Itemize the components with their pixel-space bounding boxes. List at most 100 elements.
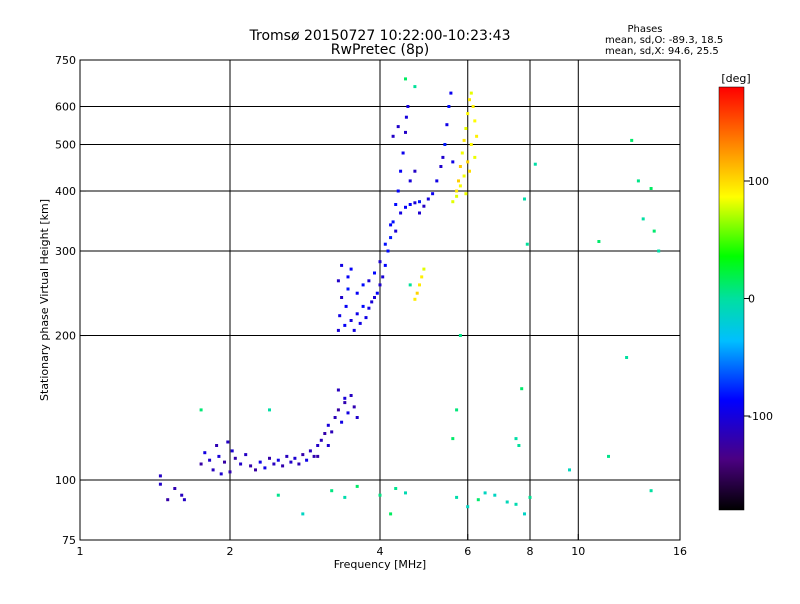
data-point [625, 356, 629, 359]
data-point [355, 312, 359, 316]
data-point [396, 189, 400, 193]
data-point [323, 432, 327, 435]
data-point [336, 328, 340, 332]
data-point [466, 505, 470, 509]
colorbar-tick-label: -100 [748, 410, 773, 423]
y-tick-label: 75 [62, 534, 76, 547]
data-point [180, 493, 184, 497]
data-point [443, 143, 447, 146]
data-point [233, 456, 237, 460]
data-point [333, 416, 337, 419]
chart-subtitle: RwPretec (8p) [331, 42, 429, 58]
data-point [473, 119, 477, 123]
data-point [355, 291, 359, 295]
data-point [308, 449, 312, 453]
data-point [230, 449, 234, 453]
data-point [505, 500, 509, 504]
data-point [349, 267, 353, 271]
data-point [249, 464, 253, 468]
data-point [364, 316, 368, 320]
data-points [158, 77, 661, 516]
data-point [426, 197, 430, 201]
data-point [458, 165, 462, 168]
data-point [493, 493, 497, 497]
data-point [297, 462, 301, 466]
data-point [268, 456, 271, 460]
data-point [468, 169, 471, 173]
colorbar-ticks: 100 0 -100 [744, 175, 773, 423]
data-point [336, 388, 340, 392]
data-point [449, 91, 453, 95]
colorbar-tick-label: 0 [748, 293, 755, 306]
data-point [219, 472, 223, 476]
data-point [352, 328, 356, 332]
data-point [285, 454, 289, 458]
data-point [514, 437, 518, 441]
data-point [173, 487, 177, 490]
data-point [394, 203, 398, 206]
data-point [386, 249, 390, 253]
data-point [471, 105, 475, 108]
data-point [404, 77, 407, 81]
data-point [289, 460, 293, 464]
data-point [389, 223, 393, 227]
data-point [462, 138, 466, 142]
data-point [649, 489, 653, 493]
data-point [346, 411, 350, 415]
data-point [389, 236, 393, 240]
data-point [340, 263, 344, 267]
data-point [319, 438, 323, 442]
data-point [358, 321, 362, 325]
data-point [263, 466, 267, 470]
data-point [330, 489, 334, 493]
data-point [316, 454, 320, 458]
data-point [226, 440, 230, 444]
data-point [281, 464, 285, 468]
data-point [406, 105, 410, 108]
data-point [455, 189, 459, 193]
phase-stats-o-mode: mean, sd,O: -89.3, 18.5 [605, 35, 723, 46]
data-point [418, 283, 421, 287]
data-point [439, 165, 443, 168]
data-point [455, 194, 459, 198]
data-point [408, 203, 412, 206]
data-point [211, 468, 215, 472]
data-point [435, 179, 439, 183]
x-tick-label: 1 [77, 545, 84, 558]
data-point [447, 105, 451, 108]
data-point [276, 458, 280, 462]
data-point [413, 201, 417, 205]
data-point [383, 242, 387, 246]
data-point [418, 211, 421, 215]
data-point [373, 296, 376, 299]
data-point [528, 495, 532, 499]
data-point [394, 487, 398, 490]
data-point [597, 240, 601, 243]
data-point [451, 160, 455, 164]
data-point [199, 408, 203, 412]
y-tick-label: 500 [55, 139, 76, 152]
data-point [630, 138, 634, 142]
data-point [276, 493, 280, 497]
data-point [258, 460, 262, 464]
data-point [455, 495, 459, 499]
data-point [466, 160, 470, 164]
data-point [652, 229, 656, 233]
data-point [272, 462, 276, 466]
data-point [293, 456, 297, 460]
data-point [343, 495, 347, 499]
data-point [199, 462, 203, 466]
data-point [361, 304, 365, 308]
data-point [340, 296, 344, 299]
data-point [473, 155, 477, 159]
data-point [208, 458, 212, 462]
y-tick-label: 200 [55, 330, 76, 343]
colorbar-label: [deg] [721, 72, 750, 85]
data-point [469, 143, 473, 146]
data-point [404, 491, 407, 495]
data-point [336, 408, 340, 412]
x-axis: 1 2 4 6 8 10 16 [77, 534, 687, 558]
data-point [381, 275, 385, 279]
data-point [228, 470, 232, 474]
